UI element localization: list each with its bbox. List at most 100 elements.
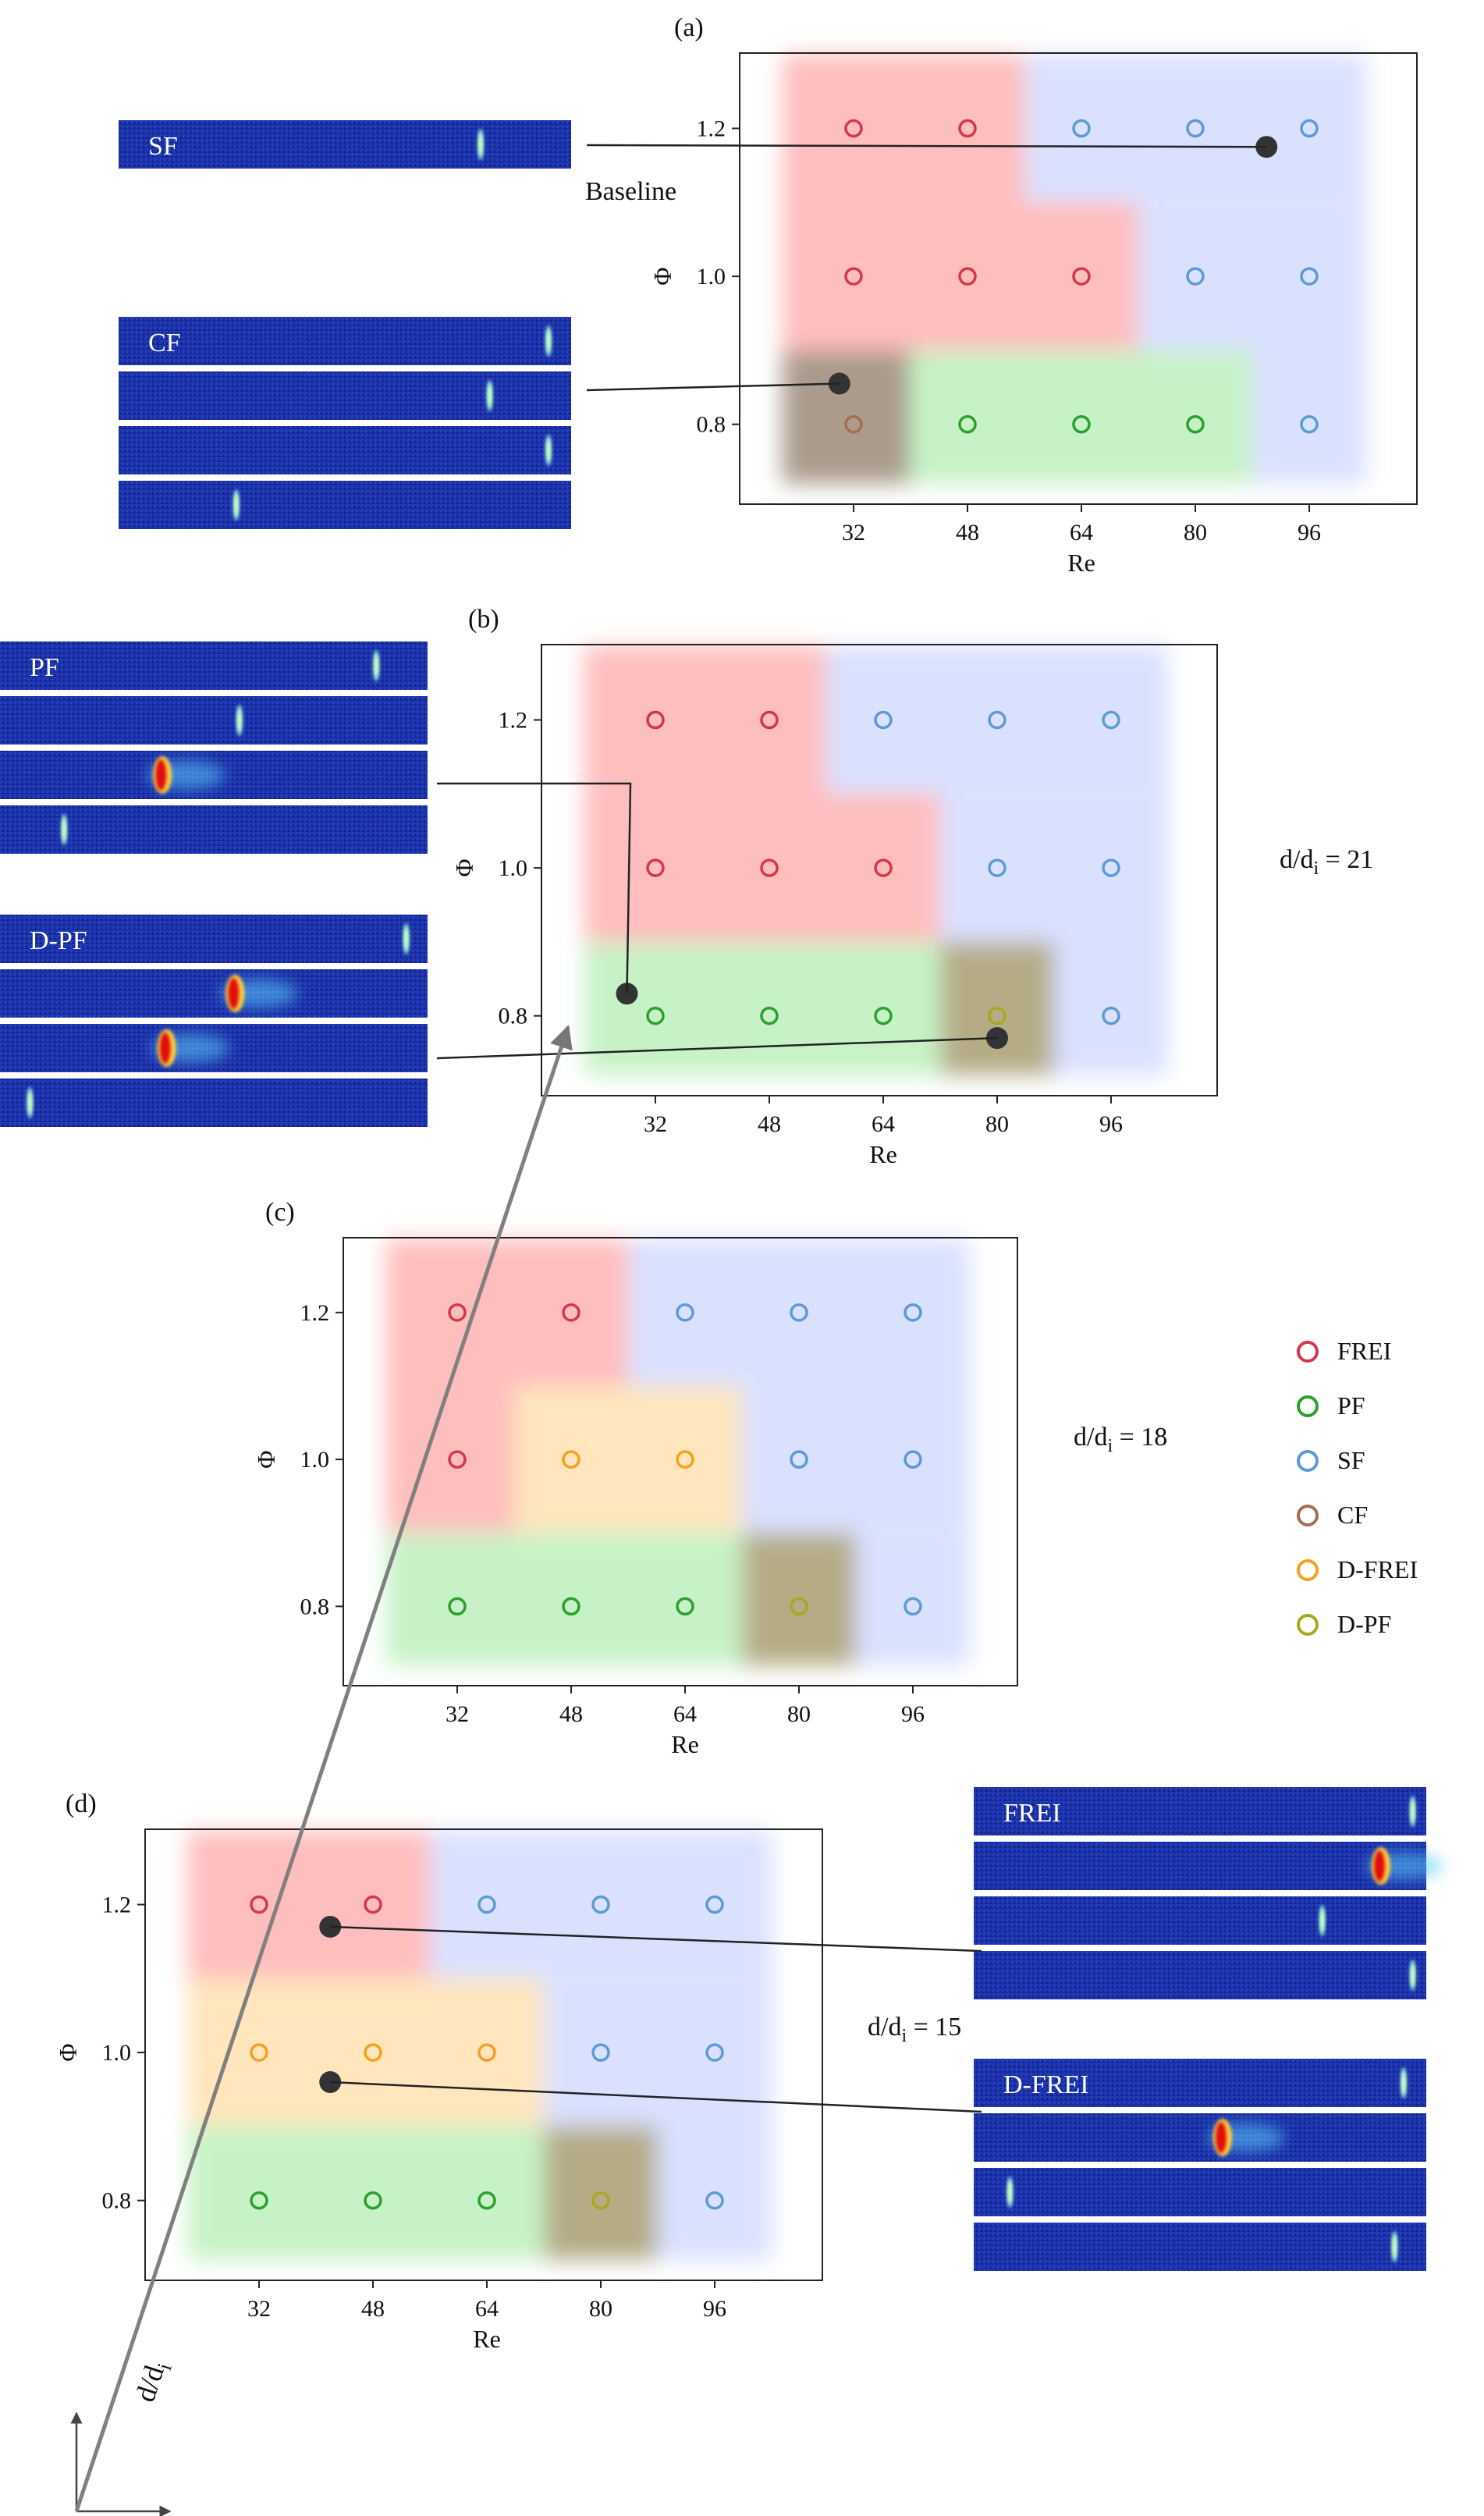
flame-images-layer: SF CF PF D-PF FREI D-FREI [0, 120, 1443, 2271]
panel-label: (d) [66, 1789, 97, 1818]
region-frei [187, 1830, 430, 1979]
flame-core [159, 1032, 171, 1064]
strip-label: D-PF [30, 926, 87, 955]
x-tick-label: 96 [1298, 520, 1321, 545]
legend-marker-d-frei [1297, 1559, 1319, 1581]
legend-label: D-FREI [1337, 1555, 1418, 1583]
region-frei [782, 54, 1024, 203]
point-sf [790, 1303, 808, 1322]
point-sf [591, 2043, 610, 2062]
point-frei [958, 267, 977, 286]
legend-marker-pf [1297, 1395, 1319, 1417]
y-axis-label: Φ [450, 858, 478, 876]
point-sf [904, 1597, 922, 1616]
point-frei [958, 119, 977, 138]
point-pf [958, 414, 977, 434]
point-sf [705, 2191, 724, 2210]
point-cf [844, 414, 863, 434]
image-group-d-frei: D-FREI [974, 2059, 1426, 2271]
legend-label: D-PF [1337, 1610, 1391, 1638]
y-tick-label: 1.2 [697, 116, 726, 142]
legend-label: CF [1337, 1501, 1368, 1529]
point-frei [1072, 267, 1091, 286]
x-tick-label: 32 [644, 1111, 667, 1137]
image-group-cf: CF [119, 317, 571, 529]
flame-core [1216, 2122, 1227, 2153]
flame-core [1402, 2072, 1405, 2094]
flame-strip [974, 1896, 1426, 1945]
flame-core [155, 759, 167, 791]
panel-2: 32 48 64 80 96 0.8 1.0 1.2 Re Φ (c) d/di = 18 [252, 1198, 1167, 1758]
flame-core [234, 494, 238, 516]
point-frei [364, 1895, 382, 1914]
x-axis-label: Re [671, 1730, 699, 1758]
point-d-frei [562, 1450, 580, 1469]
legend-marker-frei [1297, 1341, 1319, 1363]
x-tick-label: 48 [956, 520, 979, 545]
x-tick-label: 32 [842, 520, 865, 545]
flame-core [1411, 1964, 1415, 1986]
point-frei [760, 858, 779, 877]
point-sf [1102, 710, 1120, 730]
point-pf [478, 2191, 496, 2210]
plot-frame [343, 1237, 1018, 1686]
flame-strip [0, 1079, 428, 1127]
x-tick-label: 32 [446, 1701, 469, 1727]
x-axis-label: Re [869, 1140, 897, 1168]
point-d-frei [250, 2043, 268, 2062]
point-frei [562, 1303, 580, 1322]
y-axis-label: Φ [54, 2043, 82, 2061]
connector-line [330, 2081, 982, 2113]
point-sf [1300, 119, 1319, 138]
flame-core [62, 819, 66, 840]
point-sf [1072, 119, 1091, 138]
flame-strip [974, 2113, 1426, 2162]
point-d-pf [988, 1006, 1006, 1025]
point-sf [988, 858, 1006, 877]
point-sf [1300, 267, 1319, 286]
connector-lines-layer [330, 144, 1267, 2113]
y-axis-label: Φ [648, 267, 676, 285]
y-tick-label: 1.0 [499, 855, 528, 881]
flame-core [28, 1092, 32, 1114]
point-pf [448, 1597, 467, 1616]
flame-strip [974, 1951, 1426, 1999]
point-pf [1186, 414, 1205, 434]
point-pf [1072, 414, 1091, 434]
point-frei [250, 1895, 268, 1914]
flame-core [228, 978, 240, 1009]
flame-core [488, 385, 492, 407]
flame-core [1374, 1850, 1385, 1882]
flame-strip [119, 426, 571, 474]
baseline-label: Baseline [585, 177, 676, 206]
point-sf [790, 1450, 808, 1469]
point-sf [676, 1303, 694, 1322]
flame-strip [974, 2059, 1426, 2107]
point-sf [591, 1895, 610, 1914]
y-axis-label: Φ [252, 1450, 280, 1468]
region-d-frei [514, 1385, 742, 1533]
x-tick-label: 80 [985, 1111, 1009, 1137]
region-sf [544, 1978, 772, 2127]
flame-strip [0, 641, 428, 690]
point-frei [844, 119, 863, 138]
legend-marker-cf [1297, 1505, 1319, 1526]
point-pf [250, 2191, 268, 2210]
x-tick-label: 48 [361, 2296, 385, 2322]
region-cf [782, 350, 911, 484]
point-sf [705, 1895, 724, 1914]
x-tick-label: 80 [1184, 520, 1207, 545]
point-frei [448, 1303, 467, 1322]
image-group-frei: FREI [974, 1787, 1443, 1999]
strip-label: PF [30, 653, 59, 682]
point-d-frei [676, 1450, 694, 1469]
point-d-frei [478, 2043, 496, 2062]
flame-core [547, 439, 550, 461]
x-tick-label: 64 [872, 1111, 895, 1137]
flame-strip [119, 481, 571, 529]
point-sf [874, 710, 893, 730]
flame-strip [974, 2168, 1426, 2216]
flame-core [1393, 2236, 1397, 2258]
panel-label: (c) [265, 1198, 295, 1227]
region-sf [430, 1830, 772, 1979]
